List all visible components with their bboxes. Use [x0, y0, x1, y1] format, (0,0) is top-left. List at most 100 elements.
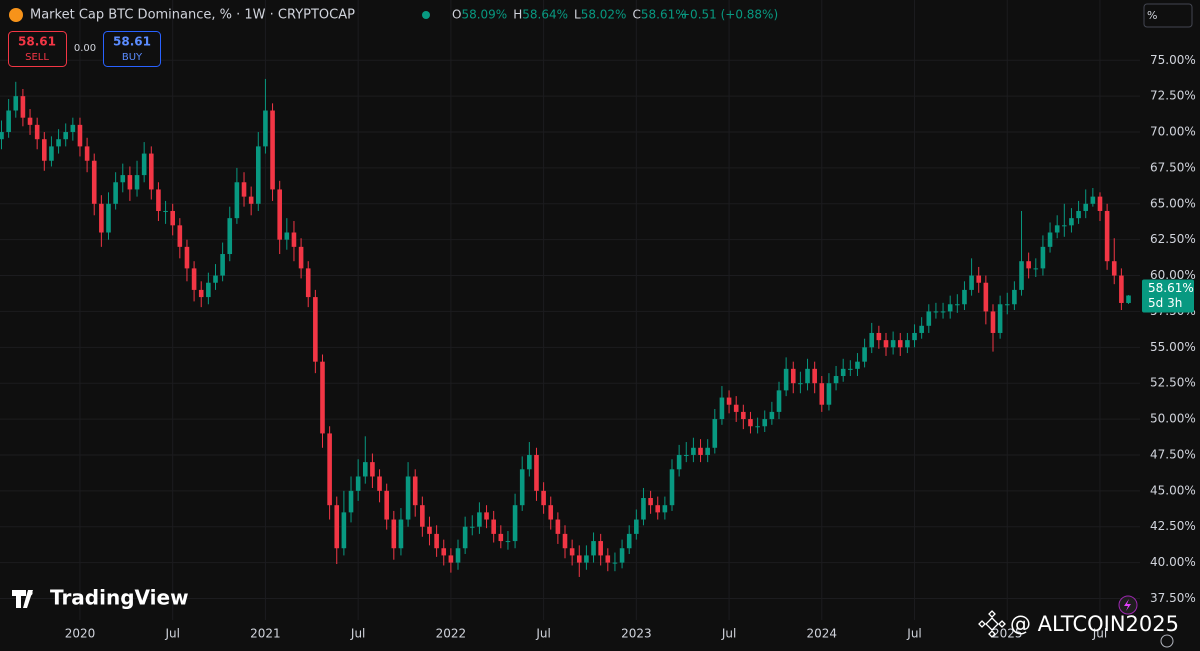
ohlc-legend: O 58.09% H 58.64% L 58.02% C 58.61% — [452, 8, 687, 22]
candle-body — [576, 555, 582, 563]
candle-body — [27, 117, 33, 125]
candle-body — [127, 175, 133, 190]
candle-body — [191, 268, 197, 290]
candle-body — [1104, 210, 1110, 262]
buy-price[interactable]: 58.61 — [113, 35, 151, 49]
y-tick-label: 40.00% — [1150, 555, 1196, 569]
candle-body — [527, 454, 532, 470]
candle-body — [648, 498, 653, 506]
candle-body — [63, 132, 68, 140]
candle-body — [469, 526, 475, 528]
candle-body — [826, 383, 832, 405]
candle-body — [20, 96, 26, 118]
candle-body — [1040, 246, 1046, 269]
candle-body — [748, 419, 753, 427]
candle-body — [712, 419, 718, 448]
y-tick-label: 60.00% — [1150, 268, 1196, 282]
candle-body — [113, 182, 118, 204]
candle-body — [220, 254, 225, 276]
candle-body — [534, 454, 539, 491]
y-tick-label: 52.50% — [1150, 376, 1196, 390]
y-tick-label: 55.00% — [1150, 340, 1196, 354]
candle-body — [1033, 268, 1039, 270]
candle-body — [669, 469, 675, 506]
candle-body — [206, 282, 211, 298]
candle-body — [106, 203, 111, 233]
candle-body — [1076, 210, 1081, 219]
candle-body — [77, 124, 83, 147]
scale-button[interactable] — [1143, 3, 1193, 28]
symbol-title[interactable]: Market Cap BTC Dominance, % · 1W · CRYPT… — [30, 8, 355, 23]
candle-body — [141, 153, 147, 176]
candle-body — [705, 447, 710, 455]
candle-body — [448, 555, 454, 563]
settings-icon[interactable] — [1160, 634, 1174, 648]
ohlc-value: 58.64% — [522, 8, 568, 22]
watermark: @ ALTCOIN2025 — [978, 610, 1179, 638]
buy-button[interactable] — [103, 31, 161, 67]
candle-body — [263, 110, 268, 147]
candle-body — [955, 304, 960, 306]
candle-body — [969, 275, 974, 290]
candle-body — [377, 476, 382, 491]
sell-button[interactable] — [8, 31, 67, 67]
candle-body — [1126, 295, 1131, 303]
candle-body — [241, 182, 247, 197]
candle-body — [434, 533, 439, 549]
candle-body — [412, 476, 418, 506]
change: +0.51 (+0.88%) — [680, 8, 778, 22]
candle-body — [248, 196, 254, 204]
x-tick-label: Jul — [350, 627, 365, 641]
symbol-icon[interactable] — [9, 8, 23, 22]
grid — [0, 0, 1140, 620]
candle-body — [798, 383, 803, 385]
candle-body — [940, 311, 946, 313]
candle-body — [641, 498, 646, 520]
y-tick-label: 75.00% — [1150, 53, 1196, 67]
sell-price[interactable]: 58.61 — [18, 35, 56, 49]
y-tick-label: 67.50% — [1150, 160, 1196, 174]
x-tick-label: 2025 — [992, 627, 1023, 641]
candle-body — [491, 519, 496, 534]
ohlc-value: 58.61% — [641, 8, 687, 22]
candle-body — [548, 505, 554, 520]
candle-body — [691, 447, 696, 455]
candle-body — [355, 476, 361, 491]
ohlc-key: L — [574, 8, 581, 22]
candle-body — [840, 368, 846, 377]
x-tick-label: Jul — [1092, 627, 1107, 641]
status-dot — [422, 11, 430, 19]
candle-body — [170, 210, 175, 226]
y-tick-label: 42.50% — [1150, 519, 1196, 533]
candle-body — [655, 505, 661, 513]
buy-label[interactable]: BUY — [122, 52, 143, 63]
candle-body — [327, 433, 332, 506]
logo-text: TradingView — [50, 586, 189, 610]
candle-body — [662, 505, 668, 513]
sell-label[interactable]: SELL — [25, 52, 49, 63]
ohlc-key: H — [513, 8, 522, 22]
candle-body — [776, 390, 782, 412]
y-tick-label: 70.00% — [1150, 125, 1196, 139]
candle-body — [91, 160, 97, 204]
candle-body — [962, 289, 967, 305]
candle-body — [562, 533, 568, 549]
candle-body — [120, 175, 126, 183]
x-tick-label: 2022 — [436, 627, 467, 641]
candle-body — [163, 210, 168, 212]
candle-body — [790, 368, 796, 384]
candle-body — [184, 246, 190, 269]
candle-body — [1062, 225, 1067, 227]
candle-body — [762, 419, 768, 427]
candle-body — [284, 232, 290, 240]
candle-body — [213, 275, 218, 283]
candle-body — [0, 132, 4, 140]
candle-body — [769, 411, 775, 420]
candle-body — [947, 304, 953, 312]
candle-body — [227, 218, 233, 255]
candle-body — [348, 490, 354, 513]
tradingview-logo[interactable]: TradingView — [12, 586, 189, 610]
scale-button-label[interactable]: % — [1147, 9, 1157, 22]
candle-body — [420, 505, 425, 527]
